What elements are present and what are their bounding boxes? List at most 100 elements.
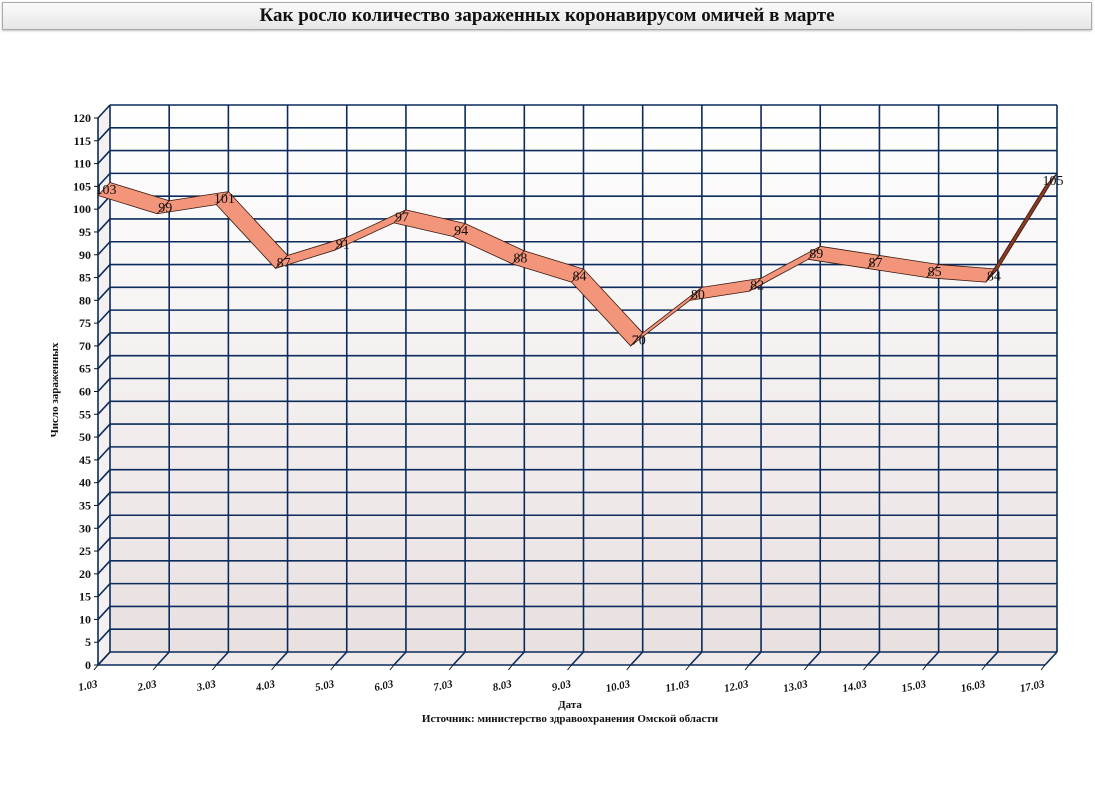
y-tick-label: 10 xyxy=(79,612,91,626)
floor-gridline xyxy=(274,651,289,666)
x-tick-mark xyxy=(448,664,454,671)
floor-gridline xyxy=(926,651,940,666)
data-label-2.03: 99 xyxy=(158,201,172,216)
side-gridline xyxy=(97,537,111,552)
side-gridline xyxy=(97,605,111,620)
y-tick-label: 100 xyxy=(73,202,91,216)
x-tick-mark xyxy=(803,664,809,671)
y-tick-label: 60 xyxy=(79,385,91,399)
x-tick-label-7.03: 7.03 xyxy=(432,678,454,694)
x-tick-label-13.03: 13.03 xyxy=(782,678,809,695)
y-tick-label: 105 xyxy=(73,179,91,193)
side-gridline xyxy=(97,446,111,461)
side-gridline xyxy=(97,286,111,301)
x-tick-label-6.03: 6.03 xyxy=(373,678,395,694)
x-tick-mark xyxy=(744,664,750,671)
x-tick-label-11.03: 11.03 xyxy=(664,678,691,695)
floor-gridline xyxy=(215,651,229,666)
x-tick-mark xyxy=(685,664,691,671)
floor-gridline xyxy=(334,651,348,666)
x-tick-label-9.03: 9.03 xyxy=(551,678,573,694)
x-tick-label-3.03: 3.03 xyxy=(195,678,218,694)
data-label-9.03: 84 xyxy=(573,270,587,285)
x-tick-mark xyxy=(330,664,336,671)
data-label-11.03: 80 xyxy=(691,288,705,303)
data-label-7.03: 94 xyxy=(454,224,468,239)
x-tick-label-1.03: 1.03 xyxy=(77,678,99,694)
data-label-13.03: 89 xyxy=(809,247,823,262)
y-tick-label: 75 xyxy=(79,316,91,330)
y-tick-label: 40 xyxy=(79,476,91,490)
y-tick-label: 50 xyxy=(79,430,91,444)
x-tick-label-17.03: 17.03 xyxy=(1019,678,1046,695)
x-tick-mark xyxy=(152,664,158,671)
data-label-17.03: 105 xyxy=(1043,174,1064,189)
side-gridline xyxy=(97,423,111,438)
x-tick-mark xyxy=(1040,664,1046,671)
x-tick-label-12.03: 12.03 xyxy=(723,678,750,695)
floor-gridline xyxy=(866,651,881,666)
source-note: Источник: министерство здравоохранения О… xyxy=(422,713,719,725)
y-tick-label: 25 xyxy=(79,544,91,558)
y-tick-label: 45 xyxy=(79,453,91,467)
data-label-8.03: 88 xyxy=(513,251,527,266)
y-tick-label: 0 xyxy=(85,658,91,672)
side-gridline xyxy=(97,332,111,347)
x-tick-mark xyxy=(981,664,987,671)
floor-gridline xyxy=(452,651,466,666)
x-tick-mark xyxy=(863,664,868,671)
line-segment-16.03-17.03 xyxy=(985,172,1058,283)
floor-gridline xyxy=(570,651,585,666)
x-tick-label-2.03: 2.03 xyxy=(136,678,159,694)
floor-gridline xyxy=(1044,651,1058,666)
data-label-16.03: 84 xyxy=(987,270,1001,285)
data-label-12.03: 82 xyxy=(750,279,764,294)
x-tick-label-14.03: 14.03 xyxy=(841,678,868,695)
side-gridline xyxy=(97,218,111,233)
side-gridline xyxy=(97,491,111,507)
y-tick-label: 70 xyxy=(79,339,91,353)
side-gridline xyxy=(97,628,111,643)
side-gridline xyxy=(97,127,111,142)
x-tick-mark xyxy=(922,664,928,671)
x-tick-mark xyxy=(507,664,513,671)
floor-gridline xyxy=(807,651,821,666)
x-tick-label-15.03: 15.03 xyxy=(901,678,928,695)
y-tick-label: 65 xyxy=(79,362,91,376)
data-label-10.03: 70 xyxy=(632,333,646,348)
floor-gridline xyxy=(748,651,762,666)
y-tick-label: 85 xyxy=(79,271,91,285)
data-label-15.03: 85 xyxy=(928,265,942,280)
data-label-4.03: 87 xyxy=(277,256,291,271)
side-gridline xyxy=(97,377,111,393)
y-tick-label: 80 xyxy=(79,293,91,307)
x-tick-mark xyxy=(567,664,572,671)
side-gridline xyxy=(97,400,111,415)
x-tick-label-8.03: 8.03 xyxy=(492,678,514,694)
y-axis-title: Число зараженных xyxy=(49,342,61,437)
floor-gridline xyxy=(393,651,407,666)
side-gridline xyxy=(97,150,111,165)
side-gridline xyxy=(97,514,111,529)
y-tick-label: 120 xyxy=(73,111,91,125)
x-tick-label-5.03: 5.03 xyxy=(314,678,336,694)
x-tick-label-4.03: 4.03 xyxy=(254,678,277,694)
y-tick-label: 15 xyxy=(79,590,91,604)
x-tick-mark xyxy=(271,664,276,671)
side-gridline xyxy=(97,241,111,256)
x-tick-mark xyxy=(389,664,395,671)
floor-gridline xyxy=(985,651,999,666)
y-tick-label: 30 xyxy=(79,521,91,535)
data-label-6.03: 97 xyxy=(395,210,409,225)
data-label-5.03: 91 xyxy=(336,238,350,253)
floor-gridline xyxy=(156,651,170,666)
y-tick-label: 115 xyxy=(74,134,91,148)
side-gridline xyxy=(97,583,111,598)
y-tick-label: 20 xyxy=(79,567,91,581)
floor-gridline xyxy=(689,651,703,666)
floor-gridline xyxy=(97,651,111,666)
data-label-14.03: 87 xyxy=(868,256,882,271)
x-tick-label-10.03: 10.03 xyxy=(605,678,632,695)
y-tick-label: 5 xyxy=(85,635,91,649)
